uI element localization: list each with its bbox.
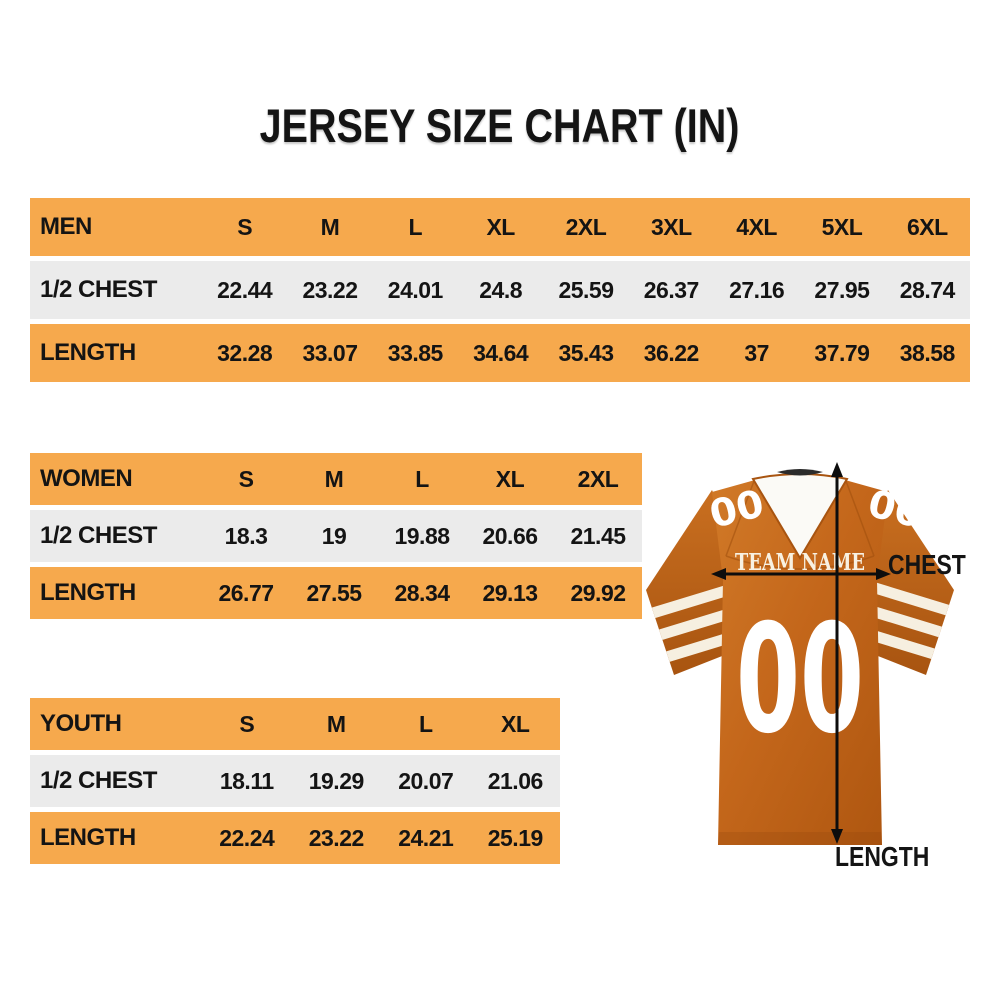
table-cell: L bbox=[415, 465, 429, 492]
jersey-hem bbox=[718, 832, 882, 845]
table-row: 1/2 CHEST 18.11 19.29 20.07 21.06 bbox=[30, 755, 560, 807]
table-cell: 20.66 bbox=[482, 522, 538, 549]
table-cell: 28.34 bbox=[394, 579, 450, 606]
table-cell: 25.19 bbox=[487, 824, 544, 851]
table-row-label: 1/2 CHEST bbox=[40, 767, 157, 794]
table-cell: 38.58 bbox=[899, 339, 956, 366]
table-cell: 19 bbox=[321, 522, 347, 549]
table-header-row: YOUTH S M L XL bbox=[30, 698, 560, 750]
page-title: JERSEY SIZE CHART (IN) bbox=[260, 99, 740, 152]
table-cell: 19.29 bbox=[308, 767, 365, 794]
table-cell: 2XL bbox=[577, 465, 619, 492]
table-cell: L bbox=[418, 710, 433, 737]
table-cell: M bbox=[320, 213, 340, 240]
table-cell: 2XL bbox=[565, 213, 607, 240]
table-row: LENGTH 22.24 23.22 24.21 25.19 bbox=[30, 812, 560, 864]
table-cell: XL bbox=[486, 213, 515, 240]
table-cell: 21.45 bbox=[570, 522, 626, 549]
table-cell: 5XL bbox=[821, 213, 863, 240]
table-cell: S bbox=[238, 465, 254, 492]
table-row: 1/2 CHEST 18.3 19 19.88 20.66 21.45 bbox=[30, 510, 642, 562]
table-row-label: 1/2 CHEST bbox=[40, 522, 157, 549]
table-cell: 23.22 bbox=[308, 824, 365, 851]
table-cell: 6XL bbox=[906, 213, 948, 240]
front-number-text: 00 bbox=[736, 593, 864, 767]
table-cell: 36.22 bbox=[643, 339, 700, 366]
length-arrow bbox=[831, 462, 843, 844]
table-cell: 29.92 bbox=[570, 579, 626, 606]
table-cell: XL bbox=[495, 465, 525, 492]
table-row: LENGTH 32.28 33.07 33.85 34.64 35.43 36.22 37 37… bbox=[30, 324, 970, 382]
jersey-body bbox=[712, 474, 888, 845]
jersey-seams bbox=[725, 480, 875, 570]
table-cell: 32.28 bbox=[217, 339, 273, 366]
table-row-label: LENGTH bbox=[40, 824, 136, 851]
size-table-women: WOMEN S M L XL 2XL 1/2 CHEST 18.3 19 19.88 20.66 21… bbox=[30, 453, 642, 619]
table-cell: 37.79 bbox=[814, 339, 870, 366]
table-cell: 21.06 bbox=[487, 767, 544, 794]
table-cell: 22.24 bbox=[219, 824, 275, 851]
table-cell: 27.95 bbox=[814, 276, 870, 303]
table-cell: 27.55 bbox=[306, 579, 362, 606]
table-cell: 35.43 bbox=[558, 339, 614, 366]
table-cell: 20.07 bbox=[398, 767, 454, 794]
table-row-label: LENGTH bbox=[40, 579, 136, 606]
table-cell: 34.64 bbox=[473, 339, 529, 366]
table-cell: 18.3 bbox=[224, 522, 268, 549]
table-group-label: YOUTH bbox=[40, 710, 122, 737]
table-cell: 23.22 bbox=[302, 276, 358, 303]
table-cell: 27.16 bbox=[729, 276, 785, 303]
table-cell: 18.11 bbox=[219, 767, 274, 794]
collar-back-band bbox=[777, 469, 823, 476]
size-table-men: MEN S M L XL 2XL 3XL 4XL 5XL 6XL 1/2 CHEST 22.44 23.… bbox=[30, 198, 970, 382]
table-row: 1/2 CHEST 22.44 23.22 24.01 24.8 25.59 26.37 27… bbox=[30, 261, 970, 319]
title-row: JERSEY SIZE CHART (IN) bbox=[0, 98, 1000, 153]
table-group-label: WOMEN bbox=[40, 465, 133, 492]
table-cell: 19.88 bbox=[394, 522, 450, 549]
sleeve-stripe bbox=[850, 572, 954, 633]
table-cell: 29.13 bbox=[482, 579, 538, 606]
size-table-youth: YOUTH S M L XL 1/2 CHEST 18.11 19.29 20.07 21.06 L… bbox=[30, 698, 560, 864]
table-group-label: MEN bbox=[40, 213, 92, 240]
table-cell: 22.44 bbox=[217, 276, 273, 303]
table-cell: M bbox=[324, 465, 344, 492]
table-row-label: 1/2 CHEST bbox=[40, 276, 157, 303]
table-cell: 3XL bbox=[650, 213, 692, 240]
table-cell: M bbox=[326, 710, 346, 737]
table-cell: 26.37 bbox=[643, 276, 700, 303]
team-name-text: TEAM NAME bbox=[735, 549, 865, 576]
table-header-row: WOMEN S M L XL 2XL bbox=[30, 453, 642, 505]
chest-arrow bbox=[711, 568, 891, 580]
table-cell: L bbox=[408, 213, 423, 240]
table-cell: S bbox=[239, 710, 255, 737]
table-cell: S bbox=[237, 213, 253, 240]
chest-label: CHEST bbox=[888, 549, 966, 580]
table-cell: XL bbox=[501, 710, 530, 737]
table-cell: 33.07 bbox=[302, 339, 358, 366]
table-cell: 25.59 bbox=[558, 276, 614, 303]
table-cell: 24.8 bbox=[479, 276, 523, 303]
length-label: LENGTH bbox=[835, 841, 930, 872]
table-cell: 33.85 bbox=[387, 339, 444, 366]
table-cell: 24.01 bbox=[387, 276, 444, 303]
table-row-label: LENGTH bbox=[40, 339, 136, 366]
table-row: LENGTH 26.77 27.55 28.34 29.13 29.92 bbox=[30, 567, 642, 619]
table-cell: 4XL bbox=[736, 213, 777, 240]
table-cell: 28.74 bbox=[899, 276, 956, 303]
table-cell: 37 bbox=[744, 339, 769, 366]
jersey-illustration: 00 00 TEAM NAME 00 bbox=[646, 462, 954, 845]
table-header-row: MEN S M L XL 2XL 3XL 4XL 5XL 6XL bbox=[30, 198, 970, 256]
table-cell: 26.77 bbox=[218, 579, 274, 606]
table-cell: 24.21 bbox=[398, 824, 454, 851]
